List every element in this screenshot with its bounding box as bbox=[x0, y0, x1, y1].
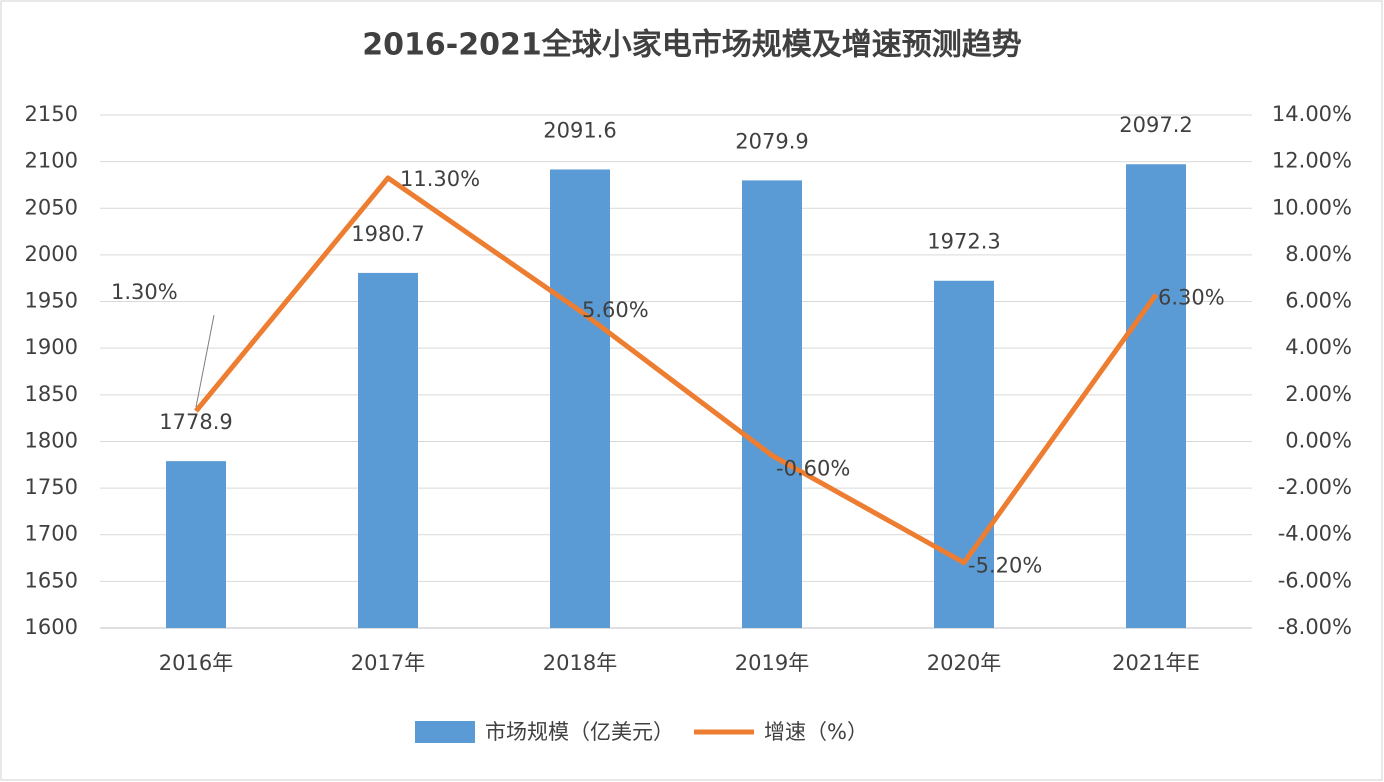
y-tick-label: 1800 bbox=[25, 428, 78, 452]
x-tick-label: 2018年 bbox=[543, 651, 617, 675]
chart-title: 2016-2021全球小家电市场规模及增速预测趋势 bbox=[362, 28, 1021, 63]
y2-tick-label: 10.00% bbox=[1272, 195, 1352, 219]
y-tick-label: 1750 bbox=[25, 475, 78, 499]
growth-line bbox=[194, 175, 1159, 566]
bar bbox=[358, 272, 418, 628]
line-value-label: 6.30% bbox=[1158, 286, 1225, 310]
y2-tick-label: -8.00% bbox=[1278, 615, 1352, 639]
y-tick-label: 1900 bbox=[25, 335, 78, 359]
y-tick-label: 1850 bbox=[25, 382, 78, 406]
x-tick-label: 2020年 bbox=[927, 651, 1001, 675]
y2-tick-label: 4.00% bbox=[1285, 335, 1352, 359]
line-value-label: 1.30% bbox=[111, 280, 178, 304]
x-tick-label: 2019年 bbox=[735, 651, 809, 675]
y2-tick-label: -4.00% bbox=[1278, 522, 1352, 546]
y-tick-label: 2000 bbox=[25, 242, 78, 266]
y2-tick-label: 8.00% bbox=[1285, 242, 1352, 266]
y-tick-label: 2100 bbox=[25, 149, 78, 173]
bar bbox=[934, 280, 994, 628]
x-tick-label: 2017年 bbox=[351, 651, 425, 675]
bar-value-label: 1778.9 bbox=[159, 410, 232, 434]
y-tick-label: 1600 bbox=[25, 615, 78, 639]
legend-label: 增速（%） bbox=[764, 720, 868, 744]
leader-line bbox=[195, 315, 215, 408]
y2-tick-label: -2.00% bbox=[1278, 475, 1352, 499]
y2-tick-label: 14.00% bbox=[1272, 102, 1352, 126]
line-value-label: 5.60% bbox=[582, 298, 649, 322]
y-tick-label: 1950 bbox=[25, 289, 78, 313]
y-tick-label: 1700 bbox=[25, 522, 78, 546]
y2-tick-label: 6.00% bbox=[1285, 289, 1352, 313]
line-value-label: 11.30% bbox=[400, 167, 480, 191]
y2-tick-label: -6.00% bbox=[1278, 568, 1352, 592]
bar bbox=[550, 169, 610, 629]
bar-value-label: 2097.2 bbox=[1119, 113, 1192, 137]
legend-label: 市场规模（亿美元） bbox=[485, 720, 674, 744]
x-tick-label: 2021年E bbox=[1112, 651, 1200, 675]
y2-tick-label: 0.00% bbox=[1285, 428, 1352, 452]
line-value-label: -0.60% bbox=[776, 456, 850, 480]
bar-value-label: 2079.9 bbox=[735, 129, 808, 153]
bar-value-label: 1972.3 bbox=[927, 230, 1000, 254]
y2-tick-label: 12.00% bbox=[1272, 149, 1352, 173]
y-tick-label: 2150 bbox=[25, 102, 78, 126]
y2-tick-label: 2.00% bbox=[1285, 382, 1352, 406]
y-tick-label: 2050 bbox=[25, 195, 78, 219]
line-value-label: -5.20% bbox=[968, 554, 1042, 578]
bar-value-label: 2091.6 bbox=[543, 118, 616, 142]
legend-swatch bbox=[415, 721, 475, 743]
x-tick-label: 2016年 bbox=[159, 651, 233, 675]
y-tick-label: 1650 bbox=[25, 568, 78, 592]
bar bbox=[742, 180, 802, 628]
bar bbox=[1126, 164, 1186, 629]
bar-value-label: 1980.7 bbox=[351, 222, 424, 246]
bar bbox=[166, 461, 226, 628]
